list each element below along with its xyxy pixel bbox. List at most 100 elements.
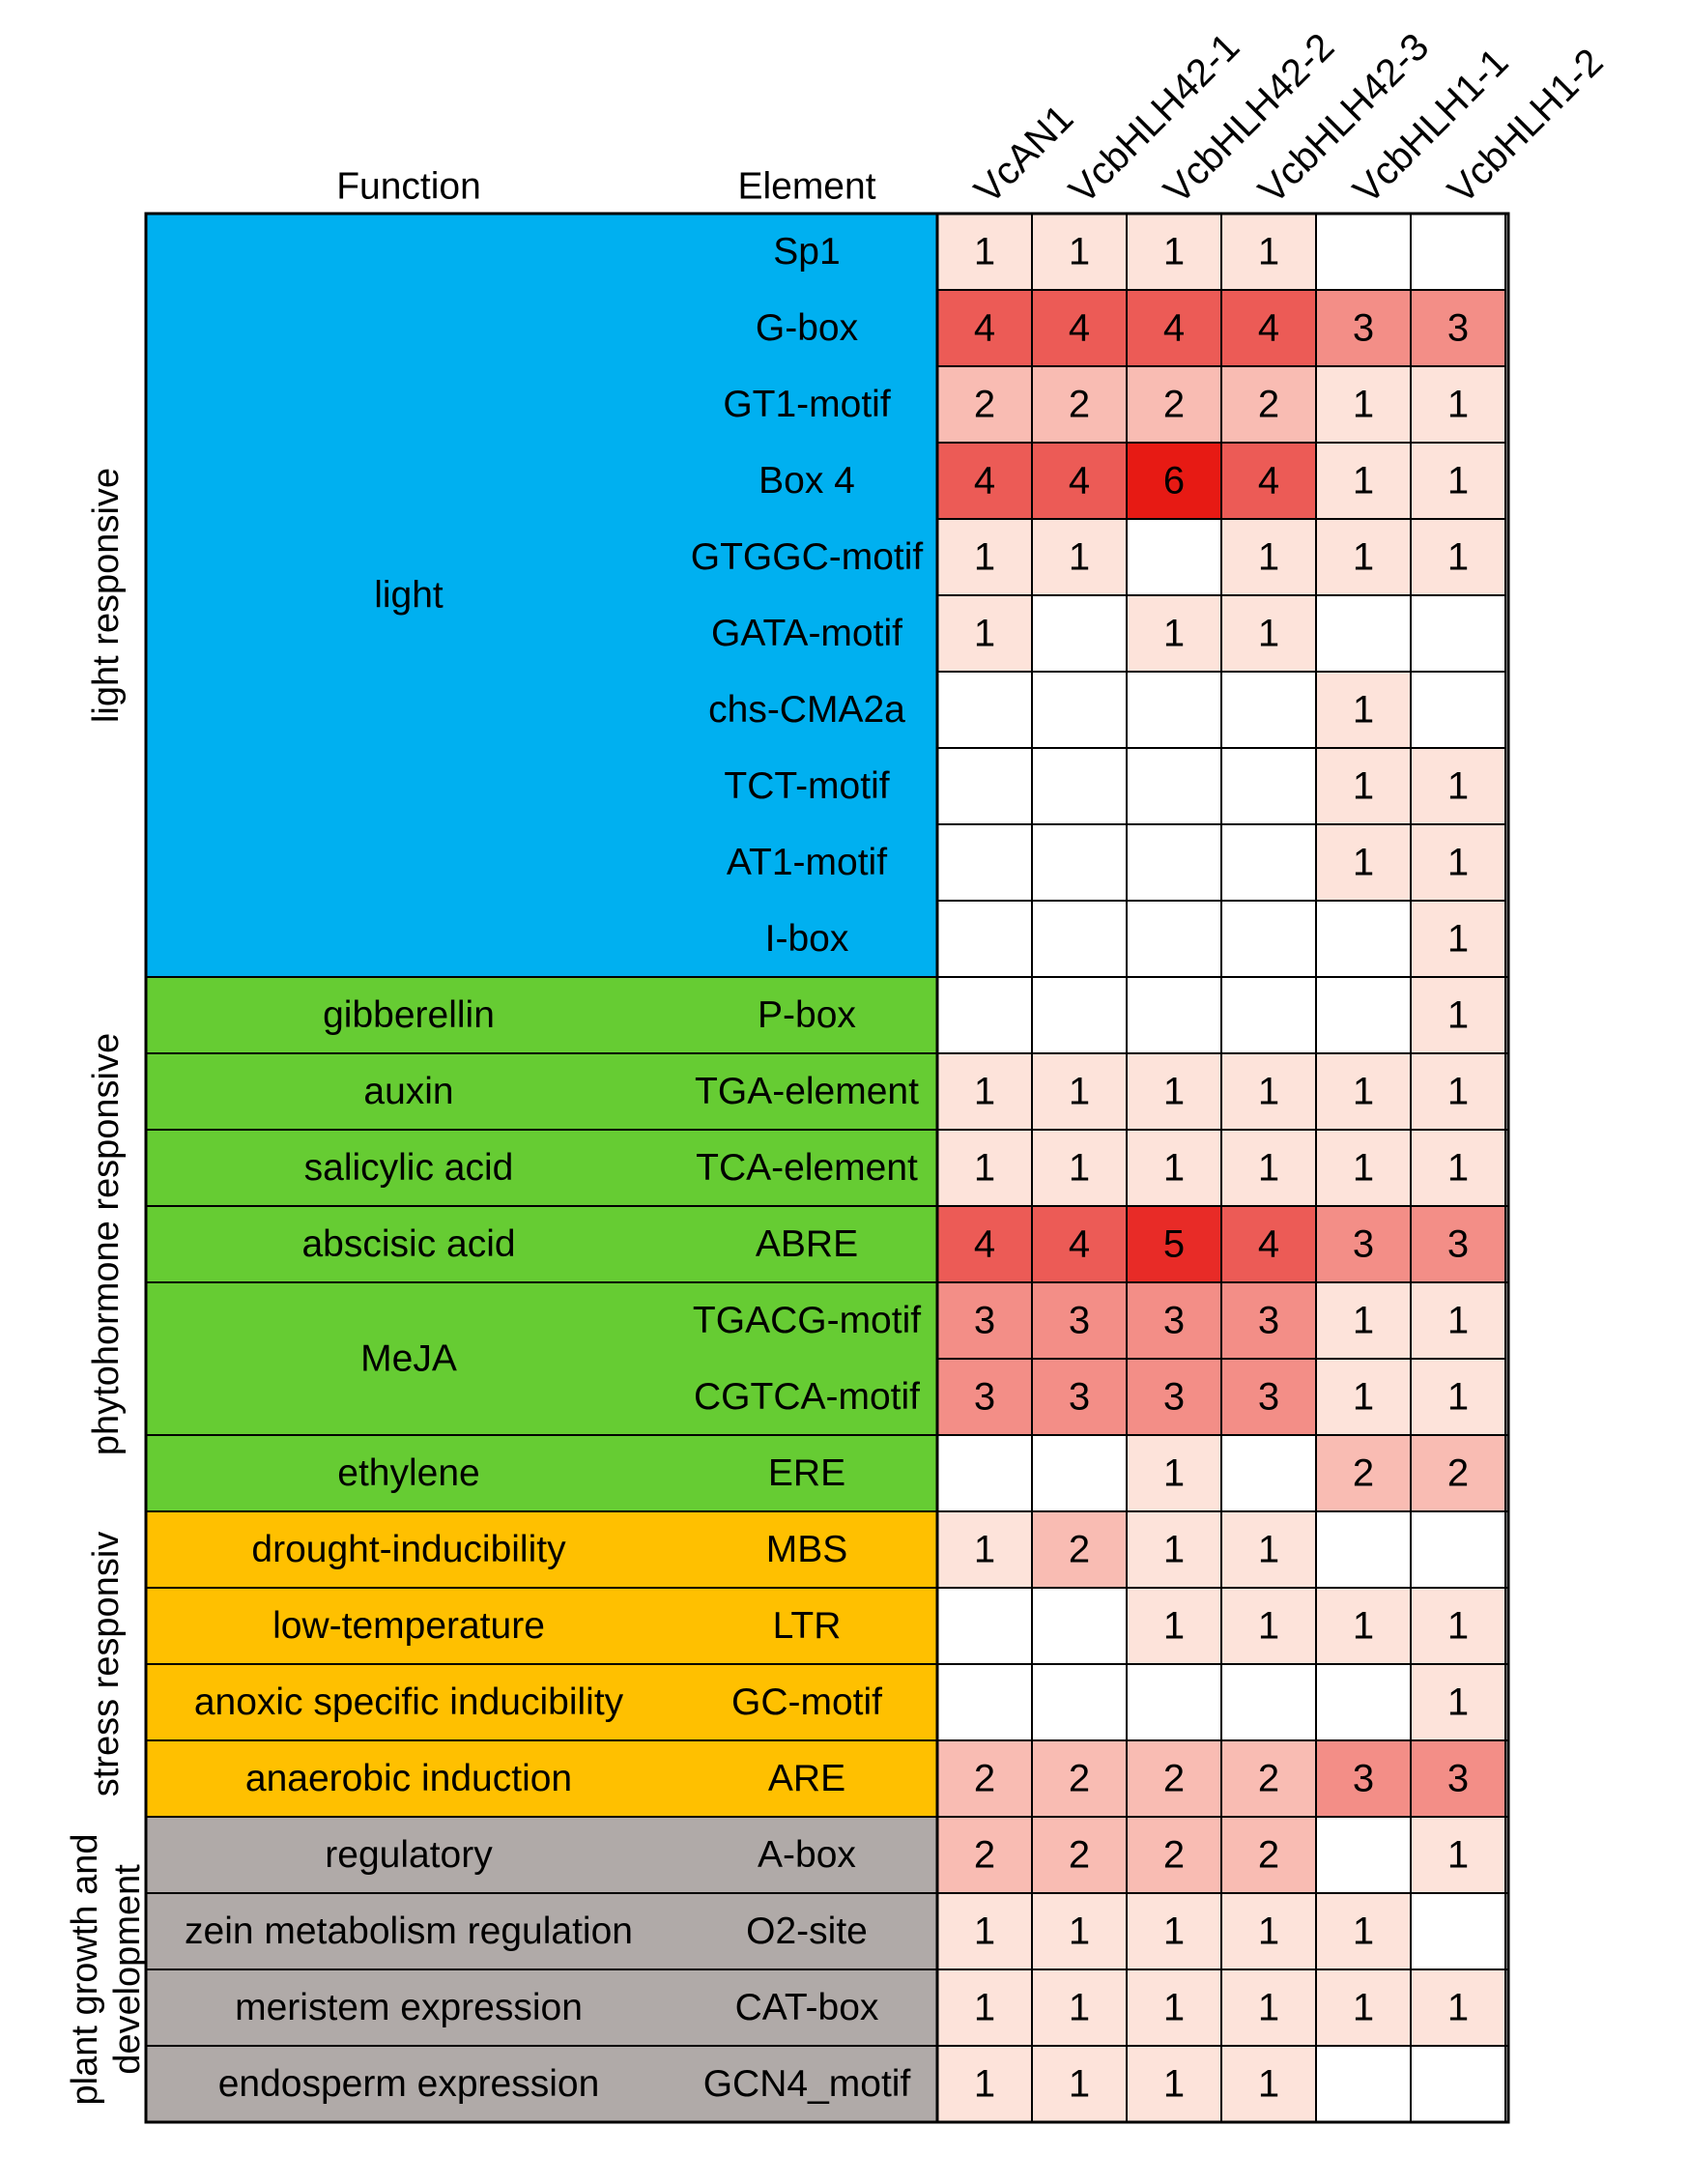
cell-value: 4 (1258, 460, 1279, 503)
cell-value: 4 (1069, 460, 1090, 503)
heatmap-cell (1220, 213, 1317, 291)
cell-value: 1 (1163, 613, 1185, 655)
cell-value: 1 (1069, 536, 1090, 579)
heatmap-cell (1126, 365, 1222, 444)
cell-value: 1 (974, 231, 995, 273)
cell-value: 1 (1353, 384, 1374, 426)
function-label: salicylic acid (304, 1147, 514, 1189)
heatmap-cell (1410, 365, 1506, 444)
heatmap-cell (1315, 976, 1412, 1054)
heatmap-cell (1220, 289, 1317, 367)
heatmap-cell (1031, 976, 1128, 1054)
heatmap-cell (1031, 365, 1128, 444)
cell-value: 1 (1069, 231, 1090, 273)
heatmap-cell (1315, 442, 1412, 520)
cell-value: 1 (1353, 1987, 1374, 2029)
function-label: anaerobic induction (245, 1758, 572, 1799)
heatmap-cell (1220, 671, 1317, 749)
cell-value: 2 (1353, 1452, 1374, 1495)
cell-value: 4 (1069, 307, 1090, 350)
cell-value: 1 (1163, 1071, 1185, 1113)
function-label: drought-inducibility (251, 1529, 566, 1570)
heatmap-cell (1410, 213, 1506, 291)
cell-value: 1 (1163, 231, 1185, 273)
cell-value: 6 (1163, 460, 1185, 503)
heatmap-cell (1031, 747, 1128, 825)
group-label: plant growth anddevelopment (65, 1834, 148, 2106)
heatmap-cell (936, 1434, 1033, 1512)
element-label: GTGGC-motif (691, 536, 924, 578)
heatmap-cell (1126, 518, 1222, 596)
cell-value: 1 (974, 1147, 995, 1190)
function-label: MeJA (360, 1338, 457, 1380)
element-label: Box 4 (759, 460, 855, 502)
cell-value: 1 (1258, 1147, 1279, 1190)
cell-value: 1 (1069, 1071, 1090, 1113)
heatmap-cell (1315, 365, 1412, 444)
heatmap-cell (1410, 747, 1506, 825)
heatmap-cell (1031, 1968, 1128, 2047)
heatmap-cell (1126, 1739, 1222, 1818)
cell-value: 1 (1258, 1987, 1279, 2029)
group-label: stress responsiv (86, 1532, 127, 1797)
heatmap-cell (1126, 1281, 1222, 1360)
heatmap-cell (936, 1510, 1033, 1589)
function-label: gibberellin (323, 994, 495, 1036)
cell-value: 1 (1069, 2063, 1090, 2106)
cell-value: 1 (1447, 1987, 1469, 2029)
heatmap-cell (1410, 1816, 1506, 1894)
cell-value: 1 (1447, 918, 1469, 961)
heatmap-cell (1126, 671, 1222, 749)
cell-value: 1 (1353, 1300, 1374, 1342)
cell-value: 1 (974, 613, 995, 655)
element-label: TGACG-motif (693, 1300, 921, 1341)
heatmap-cell (1220, 594, 1317, 673)
cell-value: 4 (1258, 307, 1279, 350)
heatmap-cell (1126, 900, 1222, 978)
heatmap-cell (1410, 594, 1506, 673)
cell-value: 1 (974, 2063, 995, 2106)
heatmap-cell (1410, 1663, 1506, 1741)
cell-value: 1 (1353, 460, 1374, 503)
cell-value: 1 (1258, 1529, 1279, 1571)
function-label: ethylene (337, 1452, 479, 1494)
cell-value: 1 (1353, 689, 1374, 732)
cell-value: 1 (1447, 1605, 1469, 1648)
function-label: anoxic specific inducibility (194, 1681, 624, 1723)
cell-value: 2 (974, 1758, 995, 1800)
heatmap-cell (1410, 1281, 1506, 1360)
element-label: ARE (768, 1758, 845, 1799)
cell-value: 1 (1258, 1911, 1279, 1953)
cell-value: 1 (1447, 536, 1469, 579)
cell-value: 3 (974, 1300, 995, 1342)
cell-value: 1 (1163, 1529, 1185, 1571)
function-label: zein metabolism regulation (185, 1911, 633, 1952)
cell-value: 3 (1447, 307, 1469, 350)
cell-value: 4 (1069, 1223, 1090, 1266)
element-label: P-box (758, 994, 856, 1036)
heatmap-cell (1031, 1587, 1128, 1665)
heatmap-cell (1220, 1663, 1317, 1741)
heatmap-cell (1126, 1510, 1222, 1589)
cell-value: 4 (974, 460, 995, 503)
heatmap-cell (1220, 1892, 1317, 1970)
cell-value: 1 (1447, 842, 1469, 884)
cell-value: 1 (1353, 1147, 1374, 1190)
heatmap-cell (1126, 1968, 1222, 2047)
function-label: light (374, 575, 444, 617)
cell-value: 1 (1447, 1834, 1469, 1877)
cell-value: 4 (974, 1223, 995, 1266)
cell-value: 2 (1447, 1452, 1469, 1495)
cell-value: 3 (1447, 1223, 1469, 1266)
heatmap-cell (1410, 1434, 1506, 1512)
heatmap-cell (1031, 900, 1128, 978)
cell-value: 1 (1069, 1147, 1090, 1190)
heatmap-cell (1220, 900, 1317, 978)
heatmap-cell (1315, 1587, 1412, 1665)
column-label: VcAN1 (966, 97, 1081, 212)
heatmap-cell (1315, 1358, 1412, 1436)
heatmap-cell (1410, 518, 1506, 596)
heatmap-cell (1410, 1358, 1506, 1436)
heatmap-cell (1410, 1892, 1506, 1970)
heatmap-cell (1031, 1510, 1128, 1589)
